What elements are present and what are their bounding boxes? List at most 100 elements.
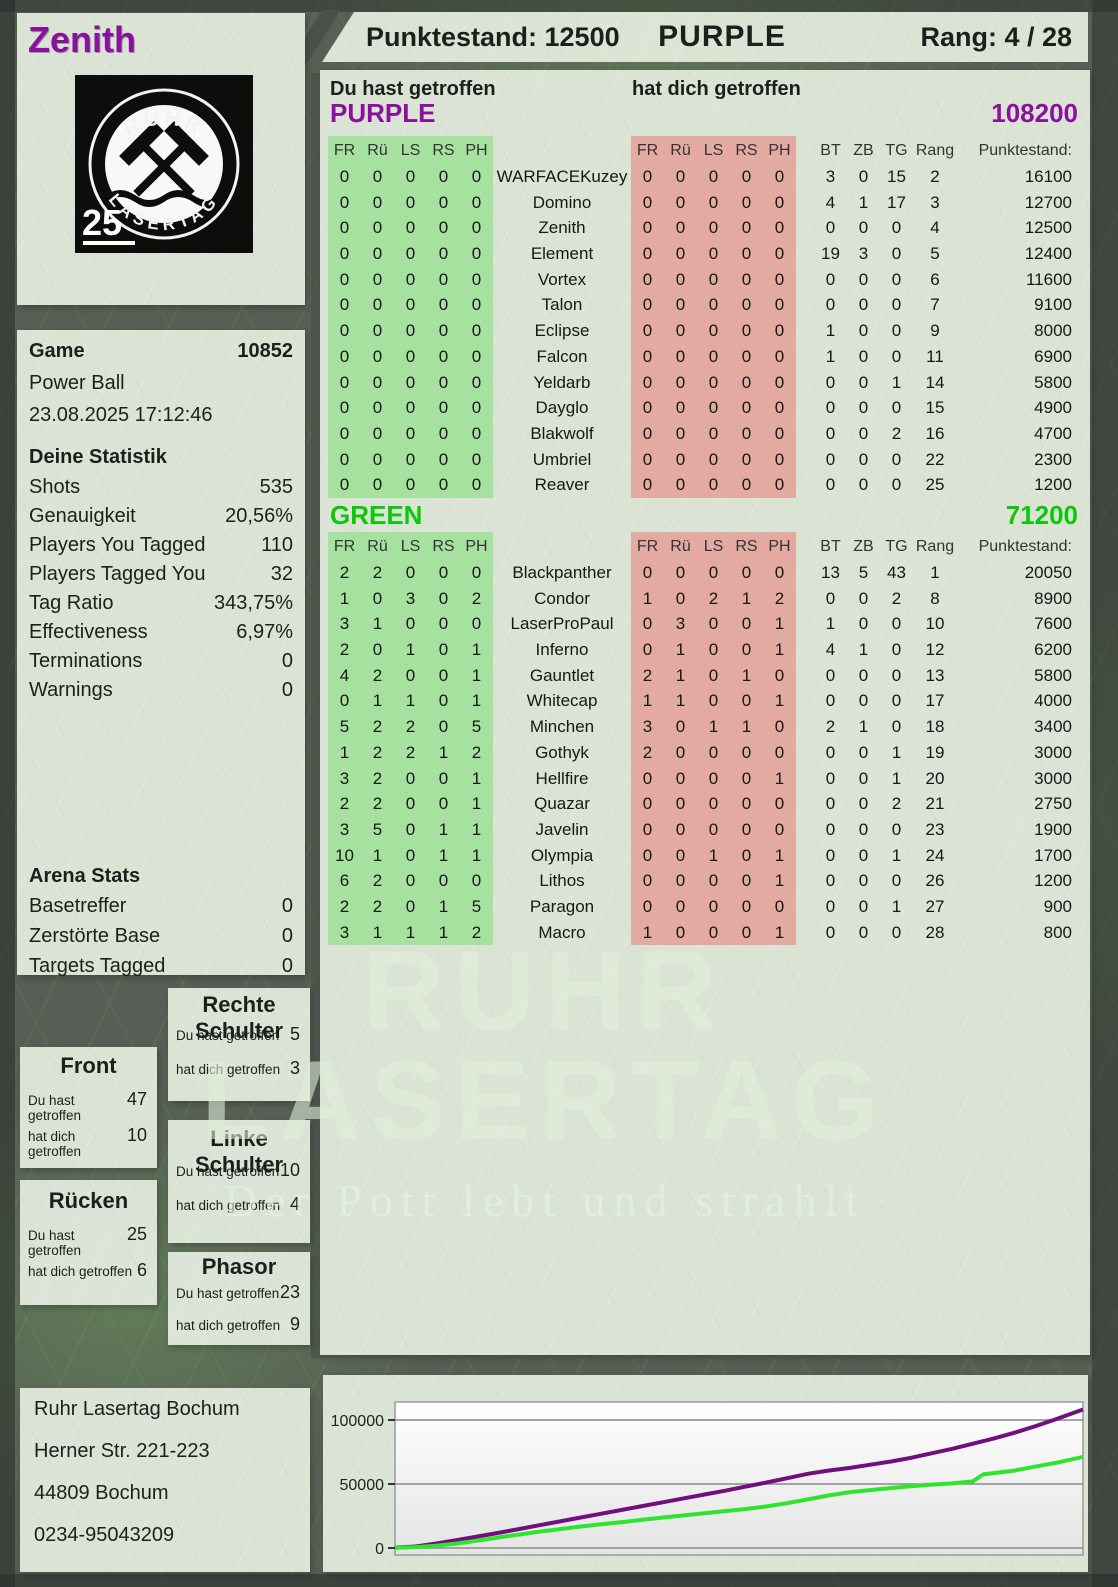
table-row: 0 0 0 0 0 Eclipse 0 0 0 0 0 1 0 0 9 8000 xyxy=(328,318,1082,344)
given-cell: 0 xyxy=(394,241,427,267)
given-cell: 0 xyxy=(394,893,427,920)
rank-cell: 25 xyxy=(925,475,945,495)
rank-cell: 11 xyxy=(926,346,944,366)
given-cell: 0 xyxy=(427,395,460,421)
taken-cell: 0 xyxy=(631,637,664,663)
given-cell: 1 xyxy=(361,919,394,946)
du-value: 23 xyxy=(279,1282,300,1302)
taken-cell: 1 xyxy=(763,637,796,663)
taken-cell: 0 xyxy=(631,241,664,267)
stat-row: Warnings 0 xyxy=(29,679,293,702)
taken-cell: 1 xyxy=(664,662,697,689)
player-name-cell: Gauntlet xyxy=(529,665,595,685)
given-cell: 0 xyxy=(394,446,427,473)
given-cell: 1 xyxy=(460,662,493,689)
player-name-cell: Falcon xyxy=(536,346,588,366)
given-cell: 0 xyxy=(460,318,493,344)
purple-team-header: PURPLE 108200 xyxy=(330,98,1078,129)
taken-cell: 0 xyxy=(697,868,730,894)
given-cell: 0 xyxy=(361,189,394,216)
given-cell: 0 xyxy=(328,266,361,293)
taken-cell: 0 xyxy=(697,611,730,638)
taken-cell: 0 xyxy=(664,765,697,792)
given-cell: 0 xyxy=(361,369,394,396)
taken-cell: 0 xyxy=(763,241,796,267)
zb-cell: 0 xyxy=(858,896,869,916)
given-cell: 0 xyxy=(460,189,493,216)
taken-cell: 0 xyxy=(664,791,697,817)
taken-cell: 1 xyxy=(763,688,796,715)
score-cell: 7600 xyxy=(1034,614,1072,634)
taken-cell: 0 xyxy=(664,215,697,242)
stat-value: 535 xyxy=(259,476,293,498)
taken-cell: 0 xyxy=(730,893,763,920)
taken-cell: 0 xyxy=(631,215,664,242)
given-cell: 0 xyxy=(394,189,427,216)
chart-axis-labels: 0 50000 100000 xyxy=(331,1413,384,1558)
score-cell: 5800 xyxy=(1034,665,1072,685)
rank-cell: 17 xyxy=(925,691,945,711)
player-name-cell: Umbriel xyxy=(532,449,592,469)
tg-cell: 0 xyxy=(891,871,902,891)
taken-cell: 1 xyxy=(763,868,796,894)
bt-cell: 19 xyxy=(821,244,840,264)
bt-cell: 0 xyxy=(825,768,836,788)
given-cell: 0 xyxy=(394,868,427,894)
rank-cell: 15 xyxy=(925,398,945,418)
given-cell: 0 xyxy=(328,241,361,267)
zb-cell: 0 xyxy=(858,794,869,814)
player-name-cell: WARFACEKuzey xyxy=(496,167,628,186)
dich-value: 6 xyxy=(136,1260,147,1280)
bt-cell: 4 xyxy=(825,192,836,212)
ruhr-lasertag-logo: RUHR LASERTAG 25 xyxy=(75,75,253,253)
score-cell: 11600 xyxy=(1025,269,1072,289)
bt-cell: 0 xyxy=(825,423,836,443)
player-name-cell: Blakwolf xyxy=(530,423,594,443)
given-cell: 0 xyxy=(394,215,427,242)
dich-label: hat dich getroffen xyxy=(176,1062,281,1077)
bt-cell: 0 xyxy=(825,819,836,839)
column-header: Rü xyxy=(664,136,697,164)
arena-title: Arena Stats xyxy=(29,865,141,887)
taken-cell: 0 xyxy=(664,868,697,894)
svg-text:25: 25 xyxy=(82,202,122,243)
score-cell: 8900 xyxy=(1034,588,1072,608)
taken-cell: 0 xyxy=(763,662,796,689)
tg-cell: 0 xyxy=(891,614,902,634)
given-cell: 0 xyxy=(427,791,460,817)
rank-cell: 13 xyxy=(925,665,945,685)
table-row: 0 0 0 0 0 Domino 0 0 0 0 0 4 1 17 3 12700 xyxy=(328,189,1082,216)
taken-cell: 0 xyxy=(730,215,763,242)
column-header: Rang xyxy=(915,142,955,159)
given-cell: 0 xyxy=(394,842,427,869)
stat-label: Tag Ratio xyxy=(29,592,114,614)
given-cell: 1 xyxy=(394,688,427,715)
given-cell: 1 xyxy=(460,765,493,792)
given-cell: 2 xyxy=(328,791,361,817)
given-cell: 0 xyxy=(394,420,427,447)
table-row: 1 2 2 1 2 Gothyk 2 0 0 0 0 0 0 1 19 3000 xyxy=(328,739,1082,766)
rank-cell: 12 xyxy=(925,640,945,660)
table-row: 3 2 0 0 1 Hellfire 0 0 0 0 1 0 0 1 20 3000 xyxy=(328,765,1082,792)
taken-cell: 2 xyxy=(763,585,796,612)
score-cell: 4900 xyxy=(1034,398,1072,418)
stat-value: 110 xyxy=(261,534,293,556)
zb-cell: 0 xyxy=(858,346,869,366)
taken-cell: 0 xyxy=(730,164,763,190)
given-cell: 0 xyxy=(328,395,361,421)
taken-cell: 2 xyxy=(631,662,664,689)
taken-header: hat dich getroffen xyxy=(632,78,801,100)
taken-cell: 0 xyxy=(763,395,796,421)
score-cell: 5800 xyxy=(1034,372,1072,392)
given-cell: 0 xyxy=(394,266,427,293)
taken-cell: 1 xyxy=(697,842,730,869)
zb-cell: 0 xyxy=(858,922,869,942)
taken-cell: 3 xyxy=(664,611,697,638)
tg-cell: 0 xyxy=(891,922,902,942)
given-cell: 0 xyxy=(361,292,394,319)
dich-value: 10 xyxy=(126,1125,147,1145)
zb-cell: 1 xyxy=(858,192,869,212)
zb-cell: 0 xyxy=(858,819,869,839)
score-cell: 1200 xyxy=(1034,871,1072,891)
